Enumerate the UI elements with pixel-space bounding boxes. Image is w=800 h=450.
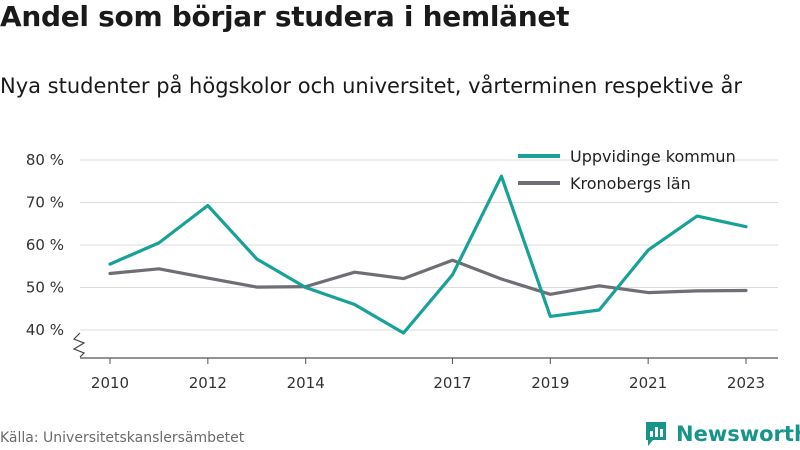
legend-label: Uppvidinge kommun xyxy=(570,147,736,166)
series-line-uppvidinge xyxy=(108,174,748,335)
grid-lines xyxy=(80,159,778,331)
brand-logo: Newsworthy xyxy=(644,420,800,448)
x-tick-label: 2012 xyxy=(189,374,227,392)
x-tick-label: 2021 xyxy=(629,374,667,392)
axis-break-icon xyxy=(72,332,86,358)
x-tick-label: 2023 xyxy=(727,374,765,392)
y-tick-label: 80 % xyxy=(26,151,64,169)
y-tick-label: 50 % xyxy=(26,279,64,297)
series-lines xyxy=(108,174,748,335)
x-tick-label: 2010 xyxy=(91,374,129,392)
axes: 40 % 50 % 60 % 70 % 80 % 2010 2012 2014 2017 2019… xyxy=(26,151,778,392)
x-tick-label: 2019 xyxy=(531,374,569,392)
chart-subtitle: Nya studenter på högskolor och universit… xyxy=(0,74,742,98)
y-tick-label: 60 % xyxy=(26,236,64,254)
x-tick-label: 2014 xyxy=(287,374,325,392)
legend: Uppvidinge kommun Kronobergs län xyxy=(518,147,736,193)
series-line-kronoberg xyxy=(108,258,748,296)
y-tick-label: 70 % xyxy=(26,194,64,212)
bar-chart-logo-icon xyxy=(646,422,666,446)
x-tick-label: 2017 xyxy=(433,374,471,392)
y-tick-label: 40 % xyxy=(26,321,64,339)
legend-label: Kronobergs län xyxy=(570,174,691,193)
source-note: Källa: Universitetskanslersämbetet xyxy=(0,430,245,446)
chart-title: Andel som börjar studera i hemlänet xyxy=(0,0,570,33)
brand-name: Newsworthy xyxy=(676,422,800,446)
